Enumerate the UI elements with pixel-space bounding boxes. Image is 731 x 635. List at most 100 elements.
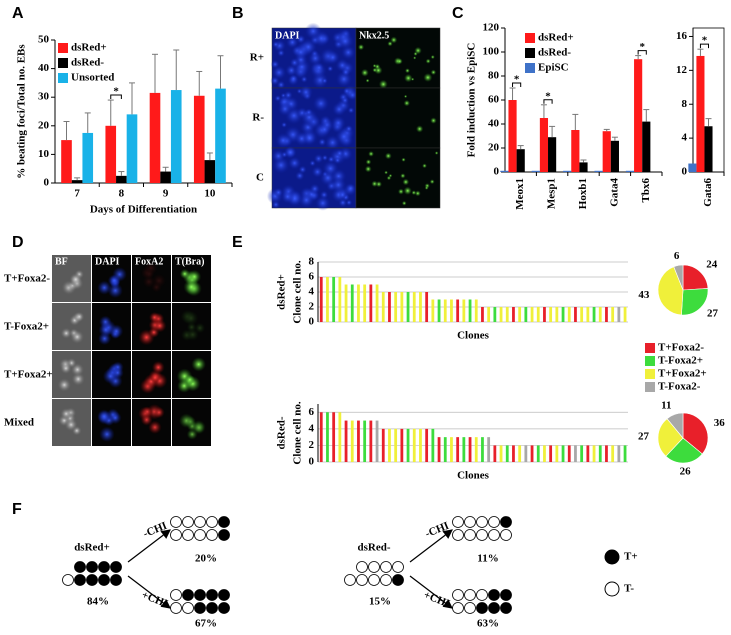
- error-bar: [549, 125, 556, 138]
- cell-negative: [194, 516, 206, 528]
- cell-signal: [295, 171, 305, 181]
- legend-label: T-Foxa2-: [658, 381, 701, 393]
- cell-positive: [74, 561, 86, 573]
- cell-signal: [304, 108, 313, 117]
- arrow: [127, 575, 171, 609]
- cell-positive: [182, 589, 194, 601]
- cell-signal: [335, 148, 345, 158]
- clone-bar: [493, 445, 497, 462]
- cell: [111, 366, 124, 379]
- y-tick-label: 2: [309, 301, 315, 313]
- bar: [215, 88, 226, 183]
- clone-bar: [326, 412, 329, 462]
- clone-bar: [574, 307, 577, 322]
- clone-bar: [518, 307, 522, 322]
- cell-signal: [430, 54, 435, 60]
- cell-positive: [500, 589, 512, 601]
- clone-bar: [468, 299, 472, 322]
- pie-slice: [682, 412, 709, 455]
- micrograph: [355, 87, 441, 149]
- x-tick-label: Gata4: [608, 178, 620, 207]
- cell-signal: [344, 124, 353, 133]
- clone-bar: [419, 428, 422, 462]
- cell-signal: [401, 157, 406, 162]
- cell-positive: [392, 574, 404, 586]
- x-axis-label: Clones: [457, 470, 490, 482]
- clone-bar: [487, 307, 491, 322]
- cell-negative: [170, 602, 182, 614]
- clone-bar: [450, 437, 453, 462]
- clone-bar: [350, 284, 354, 322]
- cell-signal: [318, 137, 327, 147]
- y-tick-label: 0: [494, 166, 500, 178]
- clone-bar: [530, 445, 534, 462]
- cell-negative: [170, 589, 182, 601]
- cell-positive: [98, 561, 110, 573]
- error-bar: [517, 145, 524, 150]
- cell-cluster: [97, 408, 122, 442]
- clone-bar: [617, 307, 621, 322]
- cell-signal: [425, 58, 431, 64]
- clone-bar: [456, 437, 460, 462]
- cell-negative: [464, 529, 476, 541]
- cell-negative: [452, 529, 464, 541]
- pie-slice: [666, 412, 684, 439]
- cell-negative: [368, 561, 380, 573]
- annotation: *: [514, 74, 520, 86]
- column-header: BF: [55, 256, 68, 267]
- clone-bar: [456, 299, 460, 322]
- bar: [105, 125, 117, 183]
- group-percent: 15%: [369, 596, 391, 608]
- legend-swatch: [58, 43, 68, 53]
- cell-cluster: [176, 357, 206, 393]
- x-tick-label: Meox1: [514, 178, 526, 210]
- cell-positive: [194, 602, 206, 614]
- cell-signal: [298, 85, 314, 100]
- bar: [149, 92, 161, 183]
- bar: [688, 163, 697, 172]
- pie-label: 43: [638, 289, 650, 301]
- clone-bar: [468, 437, 472, 462]
- clone-bar: [369, 284, 373, 322]
- cell-signal: [277, 49, 285, 57]
- cell-signal: [357, 44, 365, 51]
- cell-signal: [271, 65, 287, 80]
- cell: [59, 407, 73, 421]
- clone-bar: [375, 284, 379, 322]
- cell: [60, 327, 73, 340]
- cell: [148, 420, 162, 435]
- clone-bar: [462, 299, 466, 322]
- y-axis-label: Clone cell no.: [292, 260, 304, 323]
- clone-bar: [586, 445, 590, 462]
- cell-negative: [356, 561, 368, 573]
- branch-percent: 67%: [195, 618, 217, 630]
- cell-positive: [218, 516, 230, 528]
- clone-bar: [437, 437, 441, 462]
- cell-signal: [343, 87, 351, 95]
- legend-marker: [604, 581, 620, 597]
- clone-bar: [481, 437, 484, 462]
- cell-negative: [380, 574, 392, 586]
- pie-label: 27: [638, 430, 650, 442]
- x-tick-label: Hoxb1: [577, 178, 589, 209]
- cell-signal: [424, 186, 429, 190]
- cell-cluster: [180, 309, 206, 342]
- cell-signal: [340, 96, 350, 105]
- pie-slice: [673, 264, 684, 291]
- bar: [500, 170, 509, 172]
- y-tick-label: 10: [38, 148, 50, 160]
- cell-negative: [488, 516, 500, 528]
- cell-signal: [429, 179, 435, 185]
- micrograph: [52, 303, 91, 350]
- cell-signal: [330, 115, 346, 131]
- panel-label: A: [12, 5, 24, 22]
- clone-bar: [381, 428, 385, 462]
- panel-label: D: [12, 234, 24, 251]
- significance-bracket: [699, 43, 709, 49]
- cell: [187, 269, 202, 284]
- bar: [563, 170, 572, 172]
- cell: [151, 360, 165, 374]
- cell-signal: [404, 73, 413, 83]
- legend-label: dsRed-: [71, 57, 104, 69]
- clone-bar: [555, 307, 559, 322]
